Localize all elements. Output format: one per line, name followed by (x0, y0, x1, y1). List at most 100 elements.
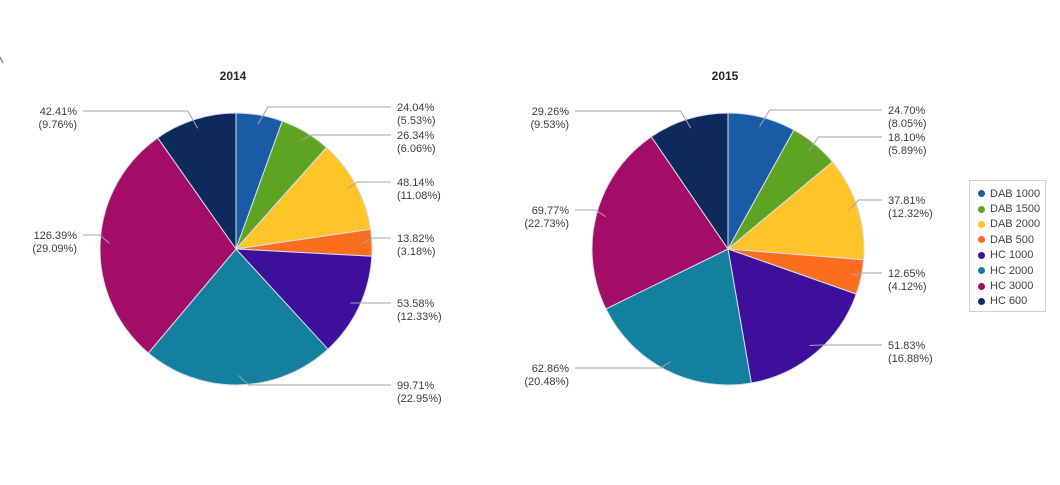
slice-share-label: (3.18%) (397, 246, 436, 258)
leader-line (238, 375, 391, 386)
slice-label: 48.14% (11.08%) (397, 177, 441, 202)
legend-color-dot (978, 236, 985, 244)
legend-item-label: DAB 1000 (990, 187, 1041, 200)
legend-item-label: HC 2000 (990, 264, 1034, 277)
pie-slice-hc-2000-2014[interactable] (147, 248, 329, 386)
leader-line (300, 134, 391, 141)
chart-title-2015: 2015 (711, 69, 739, 83)
slice-share-label: (29.09%) (32, 243, 77, 255)
legend-item-label: DAB 2000 (990, 218, 1041, 231)
legend-item-dab-1500[interactable]: DAB 1500 (970, 201, 1045, 216)
slice-label: 126.39% (29.09%) (32, 230, 77, 255)
slice-label: 29.26% (9.53%) (530, 106, 569, 131)
slice-share-label: (8.05%) (888, 118, 927, 130)
slice-label: 24.70% (8.05%) (888, 105, 927, 130)
slice-value-label: 12.65% (888, 268, 926, 280)
pie-slice-hc-3000-2014[interactable] (99, 137, 237, 354)
slice-share-label: (16.88%) (888, 353, 933, 365)
slice-share-label: (5.89%) (888, 145, 927, 157)
slice-share-label: (6.06%) (397, 143, 436, 155)
legend: DAB 1000 DAB 1500 DAB 2000 DAB 500 HC 1000 HC… (969, 180, 1046, 312)
slice-value-label: 29.26% (532, 106, 570, 118)
slice-share-label: (5.53%) (397, 115, 436, 127)
slice-label: 69.77% (22.73%) (524, 205, 569, 230)
slice-label: 42.41% (9.76%) (38, 106, 77, 131)
leader-line (257, 106, 391, 125)
pie-slice-dab-2000-2014[interactable] (235, 147, 372, 250)
legend-color-dot (978, 267, 985, 275)
leader-line (575, 361, 671, 369)
slice-value-label: 62.86% (532, 363, 570, 375)
slice-value-label: 42.41% (40, 106, 78, 118)
slice-value-label: 99.71% (397, 380, 435, 392)
slice-label: 37.81% (12.32%) (888, 195, 933, 220)
pie-slice-hc-600-2014[interactable] (157, 112, 237, 250)
slice-label: 24.04% (5.53%) (397, 102, 436, 127)
legend-item-dab-1000[interactable]: DAB 1000 (970, 186, 1045, 201)
slice-share-label: (4.12%) (888, 281, 927, 293)
leader-line (851, 272, 882, 276)
pie-slice-hc-3000-2015[interactable] (591, 136, 729, 310)
pie-slice-hc-1000-2015[interactable] (727, 248, 857, 384)
pie-slice-hc-1000-2014[interactable] (235, 248, 373, 350)
slice-share-label: (9.76%) (38, 119, 77, 131)
leader-line (83, 110, 199, 129)
leader-line (347, 181, 391, 190)
pie-slice-hc-600-2015[interactable] (650, 112, 729, 250)
legend-item-label: HC 1000 (990, 249, 1034, 262)
slice-value-label: 126.39% (34, 230, 78, 242)
legend-color-dot (978, 190, 985, 198)
slice-label: 26.34% (6.06%) (397, 130, 436, 155)
slice-label: 53.58% (12.33%) (397, 298, 442, 323)
slice-value-label: 53.58% (397, 298, 435, 310)
chart-title-2014: 2014 (219, 69, 247, 83)
slice-share-label: (12.33%) (397, 311, 442, 323)
slice-label: 18.10% (5.89%) (888, 132, 927, 157)
pie-slice-hc-2000-2015[interactable] (605, 248, 752, 386)
leader-line (83, 234, 110, 244)
legend-item-hc-1000[interactable]: HC 1000 (970, 248, 1045, 263)
leader-line (848, 199, 882, 212)
slice-share-label: (9.53%) (530, 119, 569, 131)
legend-color-dot (978, 205, 985, 213)
legend-item-label: HC 600 (990, 295, 1028, 308)
leader-line (362, 237, 391, 244)
slice-label: 51.83% (16.88%) (888, 340, 933, 365)
slice-label: 62.86% (20.48%) (524, 363, 569, 388)
legend-item-hc-600[interactable]: HC 600 (970, 294, 1045, 309)
slice-value-label: 13.82% (397, 233, 435, 245)
leader-line (808, 136, 882, 152)
legend-color-dot (978, 251, 985, 259)
slice-value-label: 18.10% (888, 132, 926, 144)
slice-share-label: (22.73%) (524, 218, 569, 230)
slice-value-label: 26.34% (397, 130, 435, 142)
pie-chart-2014: 24.04% (5.53%) 26.34% (6.06%) 48.14% (11.08%)… (32, 102, 441, 405)
legend-color-dot (978, 282, 985, 290)
legend-item-dab-500[interactable]: DAB 500 (970, 232, 1045, 247)
slice-value-label: 51.83% (888, 340, 926, 352)
slice-share-label: (20.48%) (524, 376, 569, 388)
leader-line (759, 109, 882, 127)
legend-item-label: DAB 1500 (990, 203, 1041, 216)
slice-value-label: 24.70% (888, 105, 926, 117)
legend-item-dab-2000[interactable]: DAB 2000 (970, 217, 1045, 232)
legend-item-hc-3000[interactable]: HC 3000 (970, 278, 1045, 293)
slice-share-label: (11.08%) (397, 190, 441, 202)
slice-label: 99.71% (22.95%) (397, 380, 442, 405)
leader-line (809, 344, 882, 346)
legend-item-label: HC 3000 (990, 280, 1034, 293)
slice-value-label: 37.81% (888, 195, 926, 207)
legend-color-dot (978, 220, 985, 228)
slice-value-label: 24.04% (397, 102, 435, 114)
legend-item-label: DAB 500 (990, 233, 1035, 246)
slice-label: 12.65% (4.12%) (888, 268, 927, 293)
pie-slice-dab-2000-2015[interactable] (727, 161, 865, 261)
slice-share-label: (22.95%) (397, 393, 442, 405)
legend-color-dot (978, 297, 985, 305)
slice-share-label: (12.32%) (888, 208, 933, 220)
slice-label: 13.82% (3.18%) (397, 233, 436, 258)
legend-item-hc-2000[interactable]: HC 2000 (970, 263, 1045, 278)
left-edge-artifact (0, 56, 4, 64)
slice-value-label: 48.14% (397, 177, 435, 189)
